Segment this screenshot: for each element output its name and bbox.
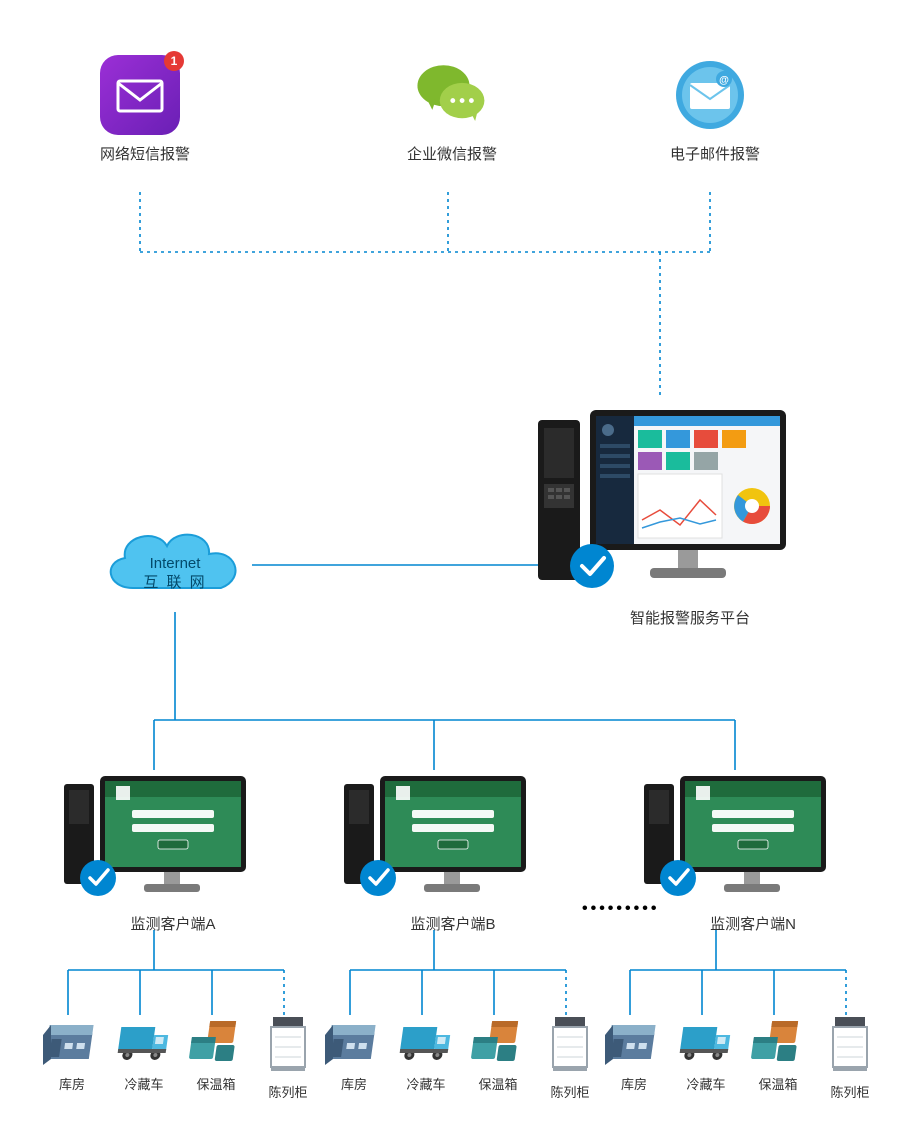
device-label: 保温箱 bbox=[744, 1074, 812, 1093]
device-warehouse: 库房 bbox=[38, 1015, 106, 1093]
platform-label: 智能报警服务平台 bbox=[590, 607, 790, 628]
wechat-icon bbox=[410, 55, 490, 135]
client-label: 监测客户端B bbox=[340, 913, 530, 934]
alert-email-label: 电子邮件报警 bbox=[670, 143, 750, 164]
device-truck: 冷藏车 bbox=[672, 1015, 740, 1093]
alert-wechat: 企业微信报警 bbox=[407, 55, 493, 164]
cloud-line1: Internet bbox=[143, 555, 206, 574]
internet-cloud: Internet 互 联 网 bbox=[100, 520, 250, 610]
client-node: 监测客户端N bbox=[640, 770, 830, 934]
device-label: 陈列柜 bbox=[816, 1082, 884, 1101]
device-insulbox: 保温箱 bbox=[464, 1015, 532, 1093]
email-icon: @ bbox=[670, 55, 750, 135]
svg-text:@: @ bbox=[719, 75, 729, 86]
device-label: 冷藏车 bbox=[110, 1074, 178, 1093]
alert-sms-label: 网络短信报警 bbox=[100, 143, 180, 164]
device-truck: 冷藏车 bbox=[392, 1015, 460, 1093]
device-label: 冷藏车 bbox=[392, 1074, 460, 1093]
device-cabinet: 陈列柜 bbox=[254, 1015, 322, 1101]
device-label: 库房 bbox=[320, 1074, 388, 1093]
platform: 智能报警服务平台 bbox=[530, 400, 790, 628]
client-label: 监测客户端N bbox=[640, 913, 830, 934]
device-insulbox: 保温箱 bbox=[182, 1015, 250, 1093]
device-insulbox: 保温箱 bbox=[744, 1015, 812, 1093]
alert-sms: 1 网络短信报警 bbox=[100, 55, 180, 164]
sms-badge: 1 bbox=[164, 51, 184, 71]
device-label: 陈列柜 bbox=[254, 1082, 322, 1101]
device-truck: 冷藏车 bbox=[110, 1015, 178, 1093]
alert-wechat-label: 企业微信报警 bbox=[407, 143, 493, 164]
device-label: 冷藏车 bbox=[672, 1074, 740, 1093]
device-label: 保温箱 bbox=[182, 1074, 250, 1093]
cloud-line2: 互 联 网 bbox=[143, 574, 206, 593]
device-warehouse: 库房 bbox=[600, 1015, 668, 1093]
alert-email: @ 电子邮件报警 bbox=[670, 55, 750, 164]
client-label: 监测客户端A bbox=[60, 913, 250, 934]
device-label: 库房 bbox=[600, 1074, 668, 1093]
device-label: 库房 bbox=[38, 1074, 106, 1093]
device-label: 陈列柜 bbox=[536, 1082, 604, 1101]
device-cabinet: 陈列柜 bbox=[536, 1015, 604, 1101]
sms-icon: 1 bbox=[100, 55, 180, 135]
device-label: 保温箱 bbox=[464, 1074, 532, 1093]
client-node: 监测客户端A bbox=[60, 770, 250, 934]
client-node: 监测客户端B bbox=[340, 770, 530, 934]
device-warehouse: 库房 bbox=[320, 1015, 388, 1093]
device-cabinet: 陈列柜 bbox=[816, 1015, 884, 1101]
